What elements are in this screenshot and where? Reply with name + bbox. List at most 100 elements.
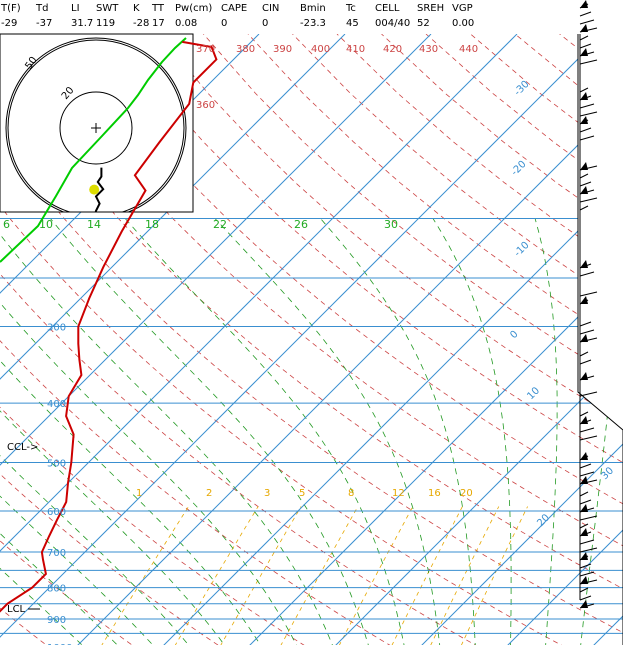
temperature-tick-label: 20 <box>535 512 552 529</box>
moist-adiabat-line <box>0 218 201 645</box>
dry-adiabat-line <box>603 34 623 645</box>
ccl-label: CCL-> <box>7 442 38 453</box>
pressure-label: 1000 <box>47 643 72 645</box>
wind-barb <box>579 19 595 25</box>
index-value: 45 <box>346 18 359 29</box>
hodograph-ring <box>7 39 185 212</box>
wind-barb-pennant <box>580 528 588 536</box>
isobars <box>0 218 623 634</box>
temperature-profile <box>0 40 218 645</box>
moist-adiabat-line <box>214 218 442 645</box>
wind-barb <box>579 35 589 41</box>
dry-adiabat-line <box>69 34 623 645</box>
wind-barb <box>579 435 598 441</box>
dry-adiabat-line <box>203 34 623 645</box>
wind-barb <box>579 359 592 365</box>
wind-barb <box>579 43 592 49</box>
mixing-ratio-top-label: 26 <box>294 218 308 231</box>
wind-barb-pennant <box>580 576 588 584</box>
wind-barb <box>579 181 592 187</box>
mixing-ratio-bottom-label: 20 <box>460 488 473 499</box>
wind-barb-pennant <box>580 162 588 170</box>
wind-barb <box>579 491 589 497</box>
hodograph-ring <box>59 91 133 165</box>
index-value: 0.08 <box>175 18 198 29</box>
index-value: 31.7 <box>71 18 94 29</box>
dry-adiabat-line <box>0 34 154 645</box>
wind-barb-pennant <box>580 372 588 380</box>
wind-barb <box>579 523 589 529</box>
wind-barb <box>579 135 595 141</box>
index-value: 17 <box>152 18 165 29</box>
mixing-ratio-bottom-label: 3 <box>264 488 270 499</box>
wind-barb-pennant <box>580 0 588 8</box>
dry-adiabat-line <box>425 34 623 645</box>
dry-adiabat-line <box>0 34 416 645</box>
temperature-tick-label: 30 <box>599 465 616 482</box>
dry-adiabat-line <box>158 34 623 645</box>
wind-barb-pennant <box>580 600 588 608</box>
mixing-ratio-bottom-label: 1 <box>136 488 142 499</box>
pressure-label: 300 <box>47 322 66 333</box>
wind-barb-pennant <box>580 186 588 194</box>
wind-barb <box>579 197 598 203</box>
temperature-tick-label: -30 <box>512 79 531 98</box>
wind-barb <box>579 11 592 17</box>
index-name: CIN <box>262 3 280 14</box>
wind-barb <box>579 499 592 505</box>
index-name: Td <box>36 3 49 14</box>
dry-adiabat-line <box>0 34 590 645</box>
moist-adiabat-line <box>0 218 98 645</box>
isotherm-line <box>406 34 623 645</box>
plot-boundary <box>577 34 623 645</box>
hodograph-ring <box>5 37 187 212</box>
index-name: TT <box>152 3 165 14</box>
theta-label: 420 <box>383 44 402 55</box>
mixing-ratio-line <box>166 506 259 645</box>
wind-barb-pennant <box>580 334 588 342</box>
theta-label: 390 <box>273 44 292 55</box>
wind-barb <box>579 291 598 297</box>
temperature-tick-label: 10 <box>525 385 542 402</box>
wind-barb-pennant <box>580 452 588 460</box>
theta-label: 380 <box>236 44 255 55</box>
index-value: -23.3 <box>300 18 326 29</box>
dry-adiabat-line <box>514 34 623 645</box>
wind-barb <box>579 87 589 93</box>
index-name: Bmin <box>300 3 326 14</box>
isotherm-line <box>148 34 623 645</box>
temperature-tick-label: 0 <box>508 329 520 341</box>
mixing-ratio-bottom-label: 5 <box>299 488 305 499</box>
wind-barb <box>579 351 589 357</box>
mixing-ratio-bottom-label: 2 <box>206 488 212 499</box>
isotherm-line <box>0 34 346 645</box>
theta-label: 410 <box>346 44 365 55</box>
mixing-ratio-top-label: 14 <box>87 218 101 231</box>
mixing-ratio-line <box>92 506 189 645</box>
wind-barb-pennant <box>580 416 588 424</box>
moist-adiabat-line <box>50 218 373 645</box>
moist-adiabat-line <box>0 218 339 645</box>
pressure-label: 500 <box>47 458 66 469</box>
moist-adiabat-line <box>320 218 477 645</box>
moist-adiabat-line <box>432 218 512 645</box>
index-name: T(F) <box>1 3 21 14</box>
wind-barb <box>579 547 598 553</box>
moist-adiabat-line <box>0 218 236 645</box>
mixing-ratio-line <box>212 506 302 645</box>
index-name: Pw(cm) <box>175 3 213 14</box>
wind-barb <box>579 587 589 593</box>
index-name: Tc <box>346 3 356 14</box>
mixing-ratio-top-label: 10 <box>39 218 53 231</box>
wind-barb-pennant <box>580 48 588 56</box>
wind-barb <box>579 571 595 577</box>
isotherm-line <box>0 34 432 645</box>
index-value: -37 <box>36 18 53 29</box>
dry-adiabat-line <box>25 34 623 645</box>
mixing-ratio-line <box>454 506 528 645</box>
pressure-label: 900 <box>47 615 66 626</box>
index-value: 004/40 <box>375 18 411 29</box>
wind-barb <box>579 539 595 545</box>
